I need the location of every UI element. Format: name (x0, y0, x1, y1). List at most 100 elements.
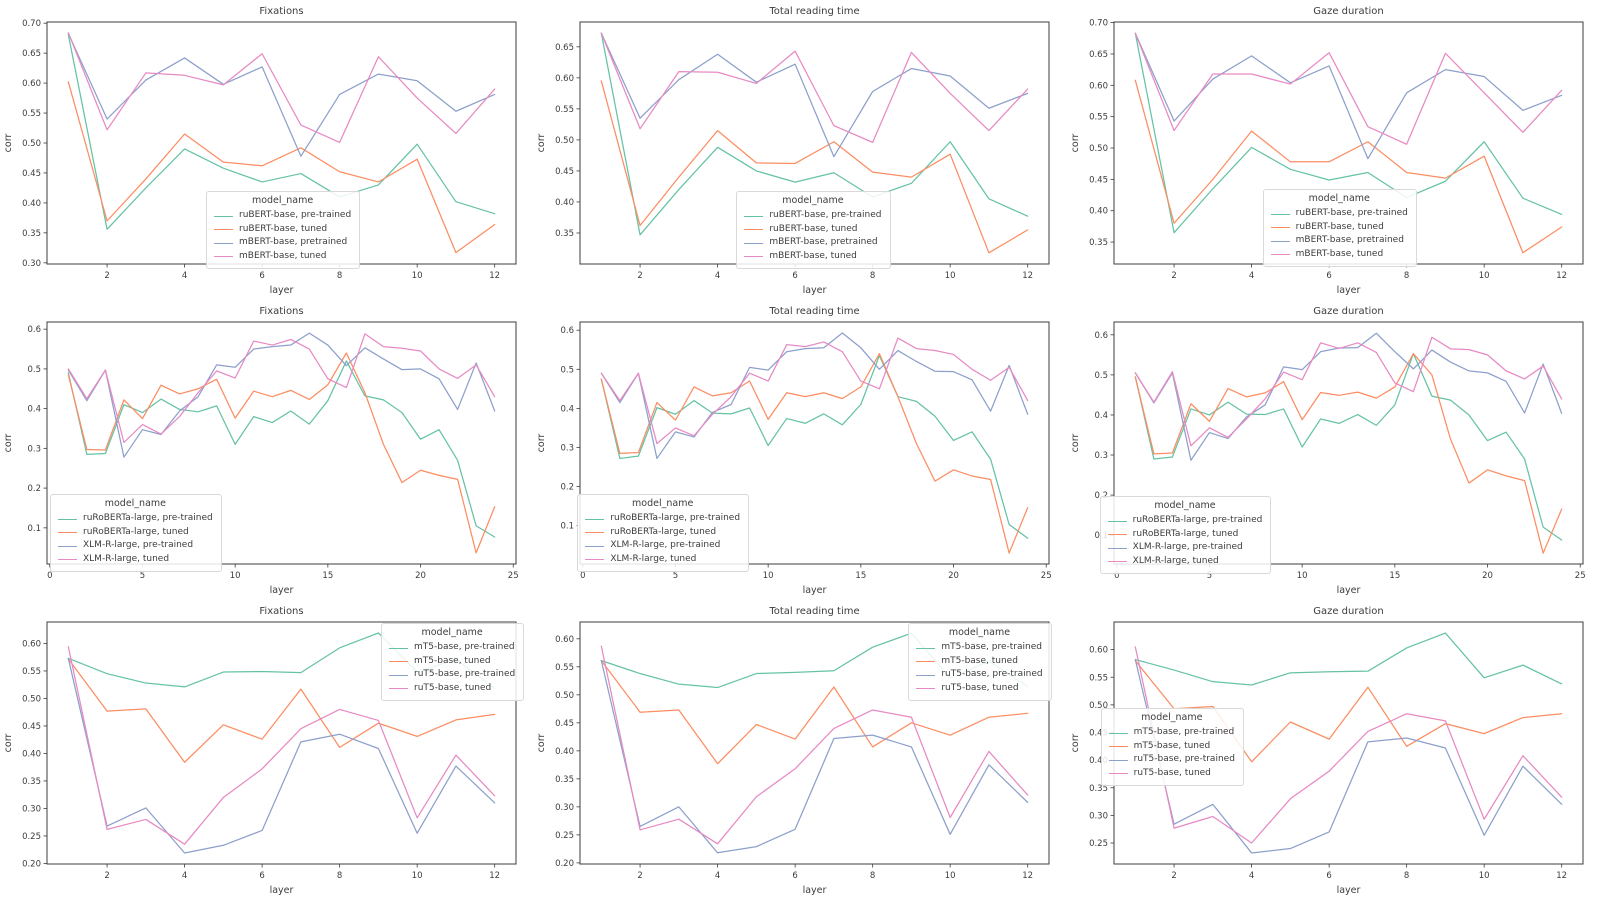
legend-entry-mt5-base-pre-trained: mT5-base, pre-trained (1108, 726, 1235, 740)
x-tick-label: 2 (104, 871, 109, 881)
legend-title: model_name (1308, 193, 1370, 204)
chart-title: Total reading time (769, 306, 860, 317)
legend-line-swatch-icon (1108, 732, 1128, 734)
y-tick-label: 0.35 (22, 229, 41, 239)
legend-title: model_name (948, 627, 1011, 638)
x-tick-label: 20 (948, 571, 959, 581)
legend-label: mBERT-base, pretrained (1295, 235, 1404, 246)
legend-line-swatch-icon (744, 242, 764, 244)
legend-title: model_name (1141, 712, 1203, 723)
legend-entry-rut5-base-pre-trained: ruT5-base, pre-trained (389, 668, 515, 682)
legend-line-swatch-icon (585, 532, 605, 533)
x-tick-label: 10 (1296, 571, 1307, 581)
y-tick-label: 0.60 (22, 639, 41, 649)
x-tick-label: 15 (322, 571, 333, 581)
x-tick-label: 4 (1249, 271, 1254, 281)
y-tick-label: 0.70 (1089, 19, 1108, 29)
legend-entry-mbert-base-pretrained: mBERT-base, pretrained (744, 236, 881, 250)
y-tick-label: 0.30 (22, 259, 41, 269)
line-rut5-base-tuned (1134, 646, 1562, 844)
line-mbert-base-tuned (601, 32, 1029, 144)
y-axis-label: corr (536, 134, 547, 153)
line-ruroberta-large-pre-trained (601, 354, 1029, 539)
legend-entry-ruroberta-large-pre-trained: ruRoBERTa-large, pre-trained (1107, 514, 1262, 528)
legend-line-swatch-icon (214, 242, 233, 244)
legend-title: model_name (251, 195, 314, 206)
y-tick-label: 0.50 (1089, 701, 1108, 711)
y-tick-label: 0.60 (1089, 646, 1108, 656)
plot-t5-gaze-duration: 2 4 6 8 10 12 0.25 0.30 0.35 0.40 0.45 0.50 0.55 0.60… (1070, 606, 1584, 896)
legend-entry-xlm-r-large-pre-trained: XLM-R-large, pre-trained (58, 539, 213, 553)
line-rubert-base-pre-trained (601, 32, 1029, 236)
chart-bert-fixations: 2 4 6 8 10 12 0.30 0.35 0.40 0.45 0.50 0.55 0.60 0.65… (0, 0, 533, 300)
x-axis-label: layer (270, 885, 294, 896)
y-tick-label: 0.20 (22, 859, 41, 869)
line-mt5-base-tuned (1134, 660, 1562, 763)
legend-line-swatch-icon (389, 647, 408, 649)
plot-frame (1113, 321, 1584, 565)
y-tick-label: 0.40 (22, 199, 41, 209)
y-tick-label: 0.70 (22, 19, 41, 29)
y-tick-label: 0.1 (27, 524, 41, 534)
plot-t5-total-reading-time: 2 4 6 8 10 12 0.20 0.25 0.30 0.35 0.40 0.45 0.50 0.55… (536, 606, 1050, 896)
y-tick-label: 0.3 (561, 443, 575, 453)
line-mbert-base-pretrained (1134, 32, 1562, 160)
y-tick-label: 0.60 (1089, 81, 1108, 91)
x-tick-label: 20 (1482, 571, 1493, 581)
x-tick-label: 10 (1478, 271, 1489, 281)
legend-label: ruRoBERTa-large, tuned (610, 526, 717, 537)
legend-entry-mbert-base-tuned: mBERT-base, tuned (214, 250, 351, 264)
legend-entry-rut5-base-pre-trained: ruT5-base, pre-trained (1108, 753, 1235, 767)
x-tick-label: 4 (715, 271, 720, 281)
y-tick-label: 0.5 (27, 365, 41, 375)
legend-label: ruRoBERTa-large, tuned (83, 526, 189, 537)
line-rut5-base-tuned (601, 645, 1029, 845)
y-tick-label: 0.2 (561, 483, 575, 493)
legend-line-swatch-icon (1108, 746, 1128, 747)
legend-line-swatch-icon (585, 545, 605, 547)
y-axis-label: corr (1070, 734, 1081, 753)
chart-bert-total-reading-time: 2 4 6 8 10 12 0.35 0.40 0.45 0.50 0.55 0.60 0.65 Tota… (533, 0, 1066, 300)
plot-roberta-fixations: 0 5 10 15 20 25 0.1 0.2 0.3 0.4 0.5 0.6 Fixations lay… (3, 306, 519, 596)
x-tick-label: 6 (1326, 271, 1331, 281)
legend: model_name ruRoBERTa-large, pre-trained ru… (50, 494, 222, 573)
legend-entry-mbert-base-pretrained: mBERT-base, pretrained (214, 236, 351, 250)
legend-label: ruT5-base, tuned (1133, 767, 1211, 778)
legend-entry-xlm-r-large-tuned: XLM-R-large, tuned (585, 553, 740, 567)
line-ruroberta-large-tuned (1134, 353, 1562, 554)
legend-label: mBERT-base, pretrained (769, 237, 878, 248)
y-tick-label: 0.5 (561, 365, 575, 375)
legend-entry-rubert-base-tuned: ruBERT-base, tuned (214, 223, 351, 237)
x-tick-label: 10 (412, 271, 423, 281)
legend-line-swatch-icon (389, 674, 408, 676)
y-tick-label: 0.45 (555, 719, 574, 729)
y-tick-label: 0.50 (555, 136, 574, 146)
line-mt5-base-tuned (67, 658, 496, 763)
y-tick-label: 0.45 (1089, 729, 1108, 739)
line-xlm-r-large-tuned (601, 337, 1029, 445)
line-xlm-r-large-tuned (67, 333, 496, 444)
x-tick-label: 5 (1206, 571, 1211, 581)
y-tick-label: 0.50 (555, 691, 574, 701)
y-axis-label: corr (3, 134, 14, 153)
y-tick-label: 0.65 (1089, 50, 1108, 60)
line-ruroberta-large-tuned (67, 352, 496, 554)
legend-entry-mt5-base-tuned: mT5-base, tuned (916, 655, 1042, 669)
y-tick-label: 0.35 (22, 777, 41, 787)
y-tick-label: 0.50 (22, 694, 41, 704)
legend-label: ruRoBERTa-large, pre-trained (83, 513, 213, 524)
chart-title: Total reading time (769, 606, 860, 617)
y-tick-label: 0.65 (555, 43, 574, 53)
legend-line-swatch-icon (58, 518, 77, 520)
x-tick-label: 5 (673, 571, 678, 581)
y-tick-label: 0.6 (27, 325, 41, 335)
legend-entry-mbert-base-pretrained: mBERT-base, pretrained (1270, 234, 1408, 248)
plot-frame (579, 621, 1050, 865)
chart-title: Fixations (259, 6, 303, 17)
legend-title: model_name (104, 498, 166, 509)
legend-entry-rut5-base-tuned: ruT5-base, tuned (916, 682, 1042, 696)
legend-label: ruBERT-base, pre-trained (769, 210, 882, 221)
plot-bert-fixations: 2 4 6 8 10 12 0.30 0.35 0.40 0.45 0.50 0.55 0.60 0.65… (3, 6, 517, 296)
